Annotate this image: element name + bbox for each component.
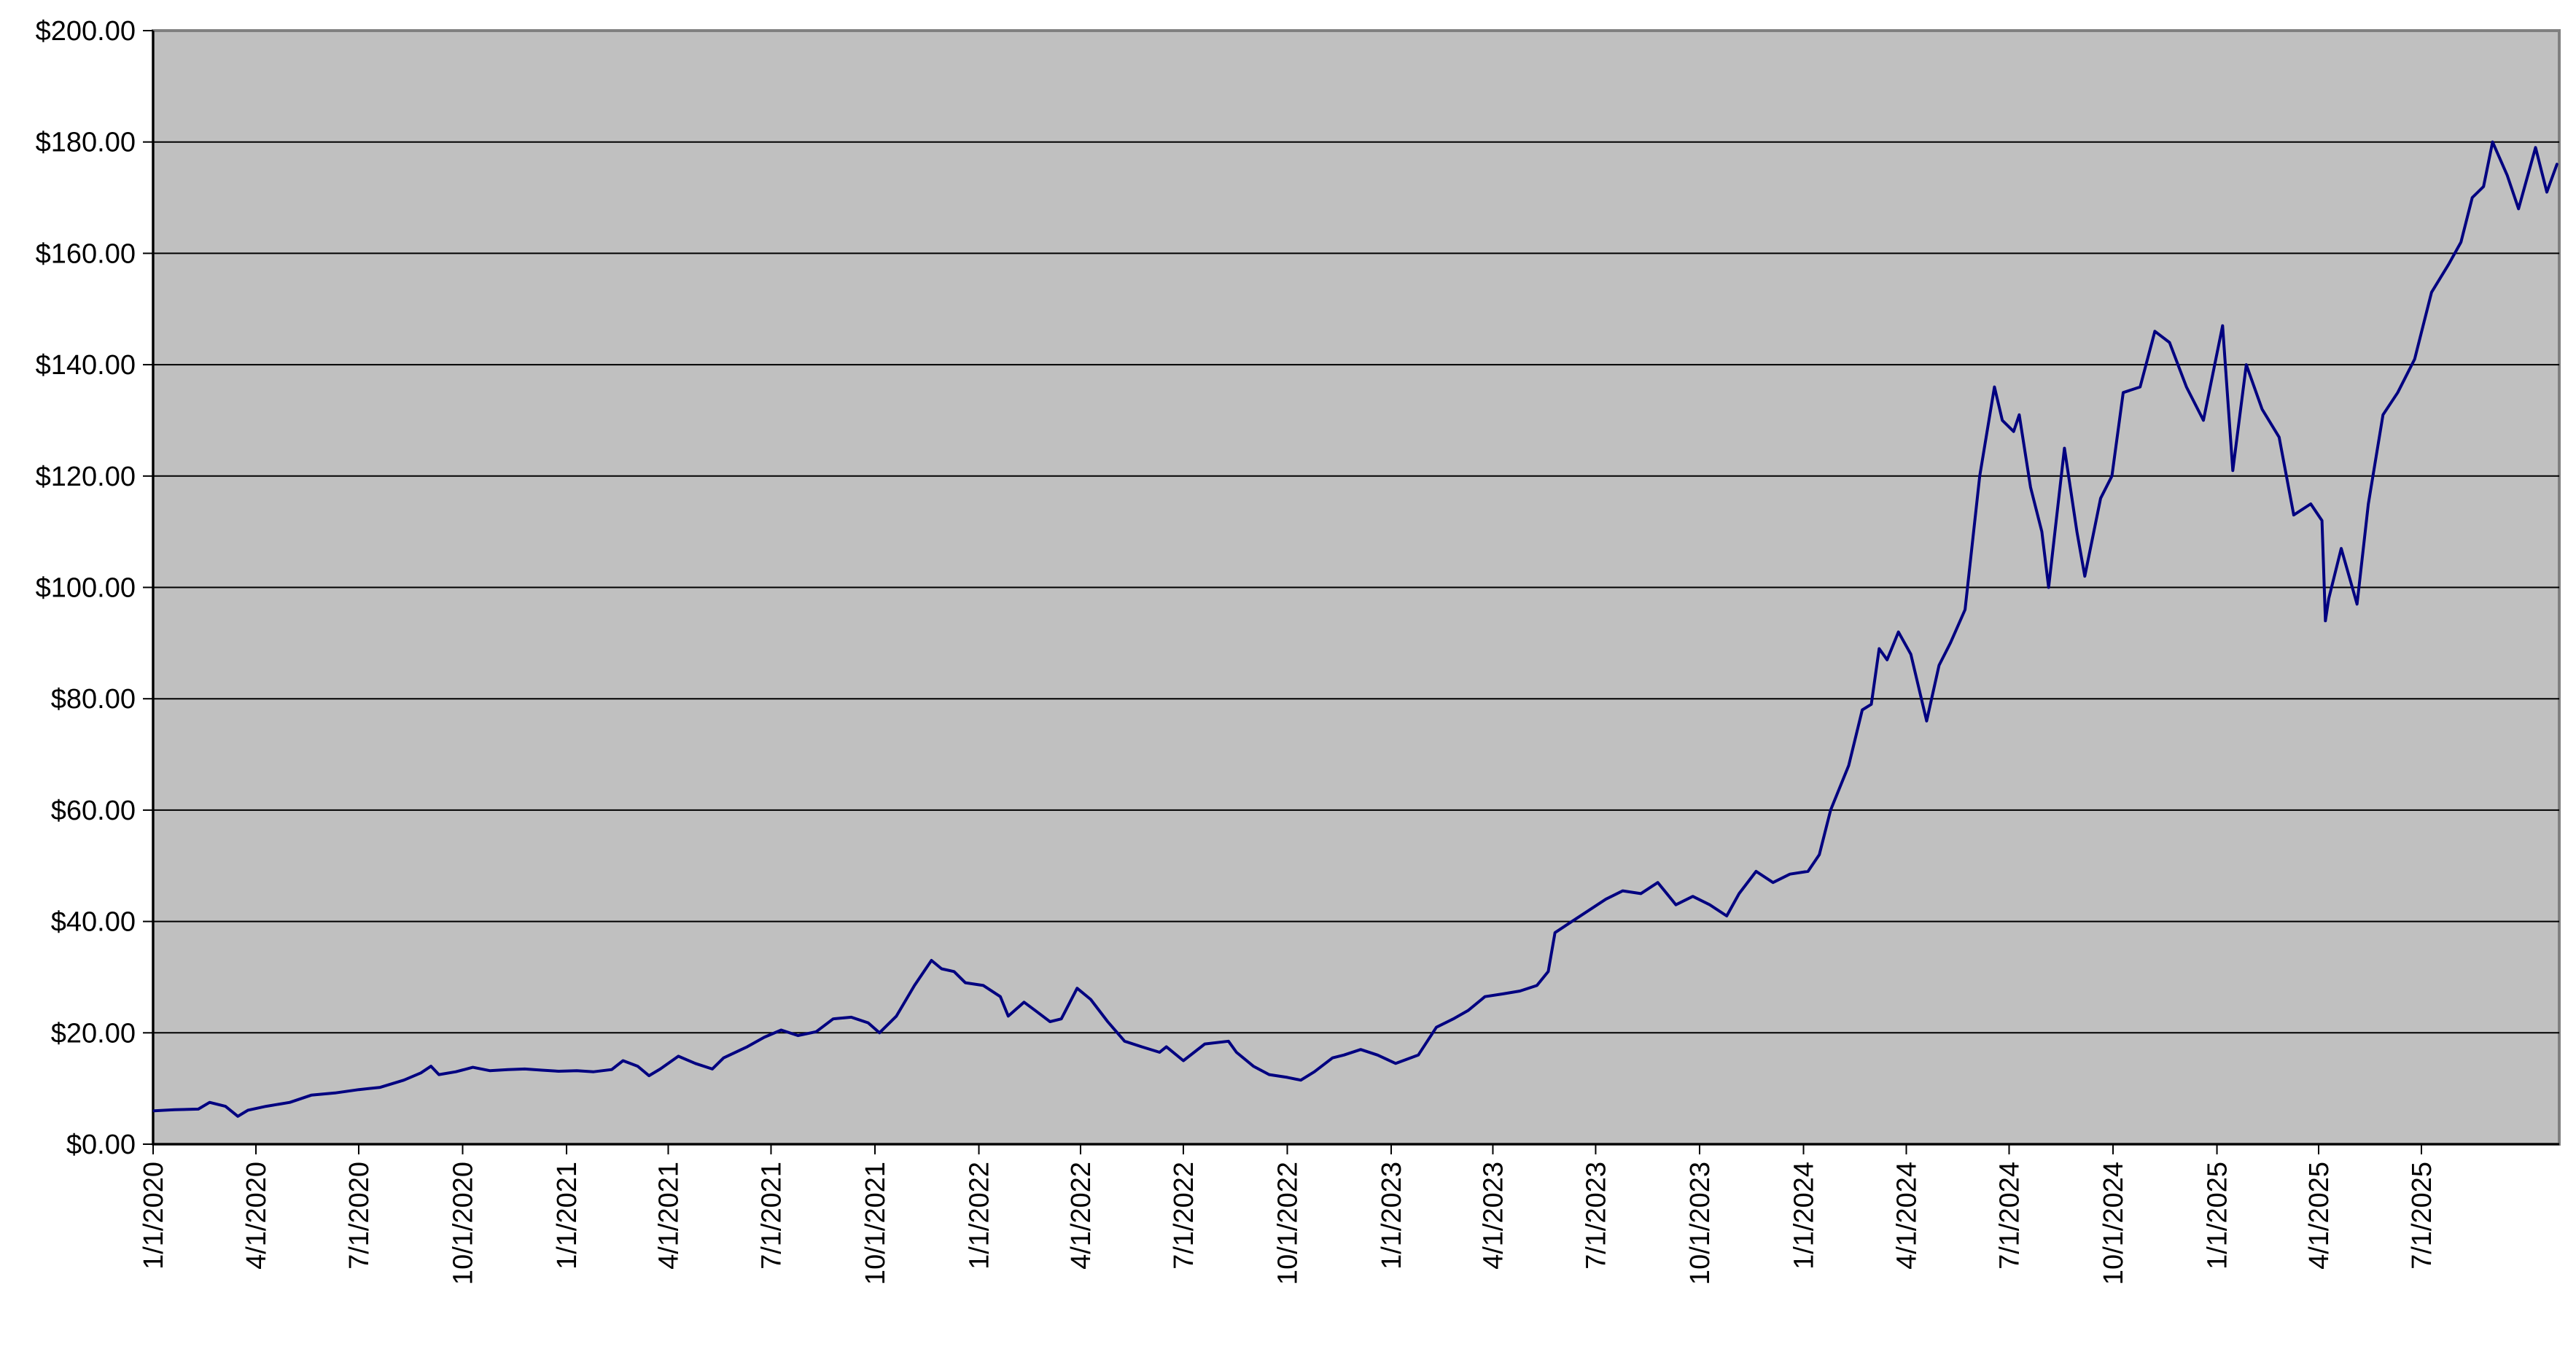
y-tick-label: $200.00 (36, 16, 136, 47)
series-line (152, 140, 2559, 1118)
x-tick-label: 1/1/2023 (1377, 1162, 1407, 1270)
x-tick-label: 7/1/2023 (1581, 1162, 1611, 1270)
x-tick-label: 10/1/2023 (1685, 1162, 1716, 1285)
y-tick-label: $20.00 (51, 1018, 136, 1049)
y-tick-label: $160.00 (36, 238, 136, 269)
x-axis: 1/1/2020 4/1/2020 7/1/2020 10/1/2020 1/1/202… (139, 1143, 2559, 1285)
y-tick-label: $100.00 (36, 573, 136, 604)
x-tick-label: 4/1/2021 (653, 1162, 684, 1270)
x-tick-label: 7/1/2024 (1994, 1162, 2025, 1270)
x-tick-label: 10/1/2022 (1272, 1162, 1303, 1285)
gridlines (153, 141, 2559, 1034)
x-tick-label: 1/1/2025 (2203, 1162, 2233, 1270)
x-tick-label: 1/1/2022 (965, 1162, 995, 1270)
x-tick-label: 7/1/2022 (1169, 1162, 1199, 1270)
x-tick-label: 4/1/2024 (1892, 1162, 1923, 1270)
y-tick-label: $0.00 (66, 1130, 136, 1160)
y-tick-label: $80.00 (51, 684, 136, 715)
x-tick-label: 10/1/2024 (2098, 1162, 2129, 1285)
x-tick-label: 10/1/2020 (448, 1162, 479, 1285)
x-tick-label: 4/1/2020 (241, 1162, 272, 1270)
y-tick-label: $180.00 (36, 128, 136, 158)
y-tick-label: $60.00 (51, 796, 136, 826)
x-tick-label: 1/1/2020 (139, 1162, 169, 1270)
y-tick-label: $120.00 (36, 462, 136, 492)
x-tick-label: 10/1/2021 (860, 1162, 891, 1285)
x-tick-label: 7/1/2021 (756, 1162, 787, 1270)
x-tick-label: 4/1/2023 (1478, 1162, 1509, 1270)
x-tick-label: 4/1/2022 (1066, 1162, 1097, 1270)
series-group (152, 140, 2559, 1118)
x-tick-label: 1/1/2024 (1789, 1162, 1820, 1270)
y-tick-label: $40.00 (51, 907, 136, 938)
x-tick-label: 7/1/2020 (344, 1162, 375, 1270)
x-tick-label: 1/1/2021 (552, 1162, 583, 1270)
x-tick-label: 4/1/2025 (2304, 1162, 2335, 1270)
y-axis: $0.00 $20.00 $40.00 $60.00 $80.00 $100.00 $120… (36, 16, 155, 1160)
x-tick-label: 7/1/2025 (2407, 1162, 2437, 1270)
y-tick-label: $140.00 (36, 350, 136, 381)
